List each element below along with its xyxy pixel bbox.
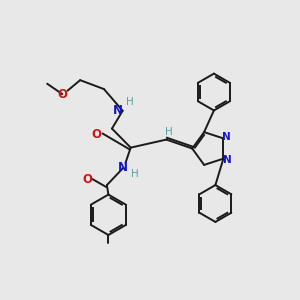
Text: N: N — [118, 161, 128, 174]
Text: O: O — [82, 172, 92, 186]
Text: H: H — [165, 127, 172, 136]
Text: H: H — [126, 98, 134, 107]
Text: H: H — [131, 169, 138, 179]
Text: N: N — [113, 104, 123, 117]
Text: O: O — [91, 128, 101, 141]
Text: N: N — [222, 132, 231, 142]
Text: O: O — [57, 88, 67, 100]
Text: N: N — [223, 155, 231, 165]
